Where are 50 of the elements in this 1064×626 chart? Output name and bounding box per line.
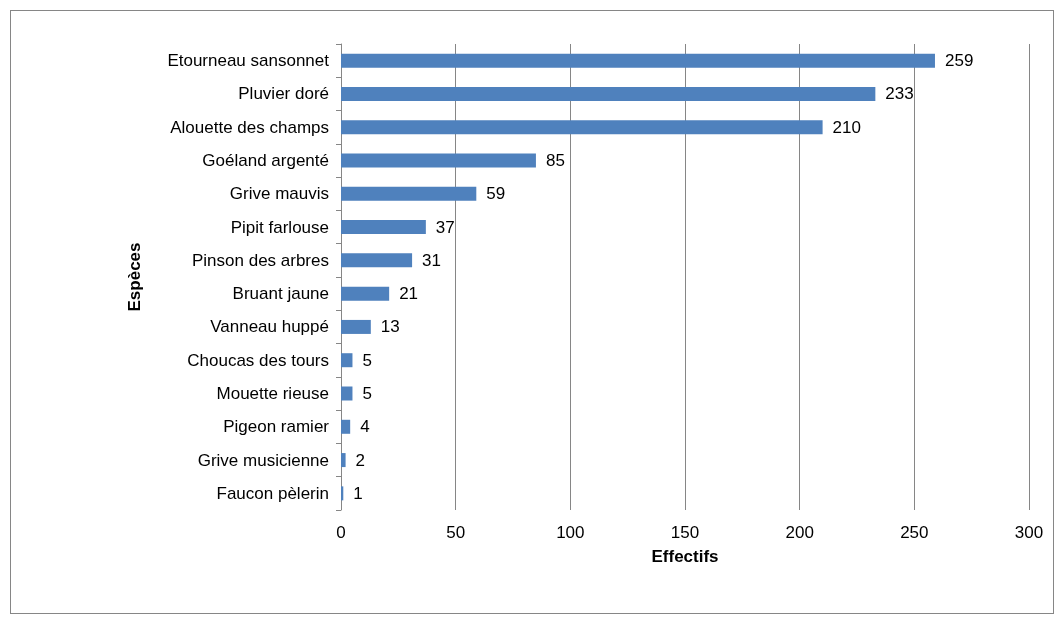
bar (341, 319, 371, 334)
y-tick-label: Goéland argenté (202, 151, 329, 170)
y-tick-label: Pluvier doré (238, 84, 329, 104)
x-tick-label: 150 (670, 523, 700, 542)
bar (341, 186, 477, 201)
data-label: 233 (885, 84, 914, 104)
data-label: 259 (944, 51, 974, 71)
data-label: 4 (360, 417, 370, 437)
bar (341, 120, 823, 135)
x-tick-label: 200 (785, 523, 814, 542)
y-tick-label: Grive mauvis (229, 184, 329, 204)
x-tick-label: 100 (556, 523, 585, 542)
bar (341, 220, 426, 235)
bar (341, 253, 413, 268)
bar (341, 286, 390, 301)
bar (341, 419, 351, 434)
y-tick-label: Alouette des champs (170, 117, 329, 137)
bar (341, 53, 935, 68)
data-label: 210 (832, 117, 861, 137)
data-label: 31 (422, 250, 442, 270)
y-tick-label: Faucon pèlerin (216, 483, 329, 503)
data-label: 21 (399, 284, 419, 304)
x-tick-label: 0 (336, 523, 346, 542)
data-label: 13 (380, 317, 400, 337)
data-label: 37 (435, 217, 455, 237)
y-tick-label: Bruant jaune (232, 284, 329, 304)
x-tick-label: 50 (446, 523, 466, 542)
bar (341, 453, 346, 468)
bar (341, 86, 876, 101)
y-tick-label: Vanneau huppé (210, 317, 329, 337)
data-label: 1 (353, 483, 363, 503)
y-tick-label: Grive musicienne (197, 450, 329, 470)
data-label: 85 (545, 151, 565, 170)
data-label: 5 (362, 350, 372, 370)
x-tick-label: 250 (900, 523, 929, 542)
y-tick-label: Choucas des tours (187, 350, 329, 370)
y-tick-label: Etourneau sansonnet (167, 51, 330, 71)
x-tick-label: 300 (1014, 523, 1044, 542)
data-label: 2 (355, 450, 366, 470)
y-tick-label: Pinson des arbres (191, 250, 329, 270)
x-axis-title: Effectifs (651, 547, 719, 566)
data-label: 59 (486, 184, 506, 204)
y-tick-label: Mouette rieuse (216, 384, 329, 403)
y-tick-label: Pigeon ramier (223, 417, 330, 437)
y-tick-label: Pipit farlouse (230, 217, 329, 237)
bar (341, 153, 536, 168)
y-axis-title: Espèces (125, 242, 144, 312)
bar (341, 386, 353, 401)
data-label: 5 (362, 384, 372, 403)
bar (341, 353, 353, 368)
